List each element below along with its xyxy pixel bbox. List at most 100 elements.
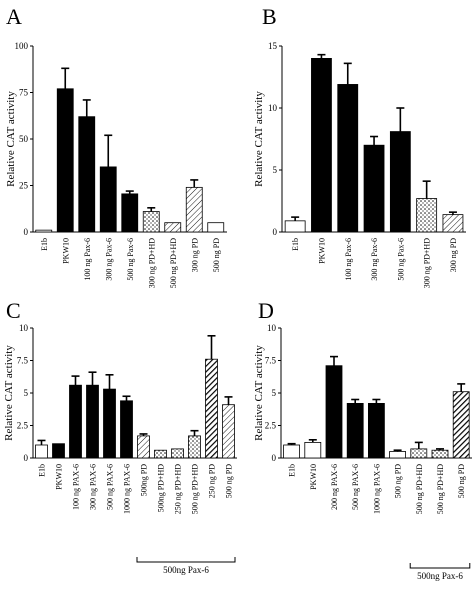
bar — [35, 229, 53, 233]
x-tick-label: PKW10 — [61, 238, 70, 264]
y-tick-label: 0 — [24, 453, 29, 463]
bar — [304, 441, 322, 459]
bar — [185, 186, 203, 233]
x-tick-label: 300 ng Pax-6 — [104, 238, 113, 281]
y-tick-label: 10 — [268, 103, 278, 113]
x-tick-label: E1b — [40, 238, 49, 251]
y-tick-label: 10 — [267, 323, 277, 333]
bar — [431, 449, 449, 459]
y-tick-label: 0 — [24, 227, 29, 237]
bar — [52, 443, 65, 459]
y-tick-label: 0 — [272, 453, 277, 463]
x-tick-label: 300 ng PD — [449, 238, 458, 272]
y-tick-label: 50 — [19, 134, 29, 144]
x-tick-label: 500 ng PD+HD — [169, 238, 178, 289]
bar — [207, 222, 225, 233]
bar — [389, 451, 407, 459]
x-tick-label: 100 ng Pax-6 — [83, 238, 92, 281]
x-tick-label: PKW10 — [55, 464, 64, 490]
bar — [205, 358, 218, 459]
bar — [283, 444, 301, 459]
x-tick-label: PKW10 — [309, 464, 318, 490]
bar — [363, 144, 385, 233]
x-tick-label: E1b — [291, 238, 300, 251]
group-bracket-label: 500ng Pax-6 — [163, 565, 209, 575]
y-axis-label-b: Relative CAT activity — [253, 91, 265, 187]
chart-panel-a: 0 25 50 75 100 Relative CAT activity E1b PKW10 1… — [5, 41, 227, 288]
bar — [284, 220, 306, 233]
y-tick-label: 2.5 — [17, 421, 29, 431]
x-tick-label: 300 ng PD — [190, 238, 199, 272]
bar — [69, 384, 82, 459]
x-tick-label: 1000 ng PAX-6 — [123, 464, 132, 514]
x-tick-label: 500ng PD — [140, 464, 149, 496]
y-tick-label: 10 — [19, 323, 29, 333]
bar — [346, 402, 364, 459]
bar — [171, 448, 184, 459]
x-tick-label: 300 ng PD+HD — [147, 238, 156, 289]
chart-panel-c: 0 2.5 5 7.5 10 Relative CAT activity E1b PKW10 1… — [3, 323, 237, 575]
bar — [103, 388, 116, 459]
x-tick-label: 250 ng PD — [208, 464, 217, 498]
chart-panel-b: 0 5 10 15 Relative CAT activity E1b PKW10 100 n… — [253, 41, 466, 288]
x-tick-label: 500 ng PD+HD — [191, 464, 200, 515]
bar — [442, 214, 464, 233]
y-tick-label: 7.5 — [17, 356, 29, 366]
y-tick-label: 5 — [273, 165, 278, 175]
bar — [389, 131, 411, 233]
x-tick-label: 500 ng PD — [225, 464, 234, 498]
x-tick-label: 500 ng PD+HD — [415, 464, 424, 515]
x-tick-label: 500 ng PAX-6 — [106, 464, 115, 510]
bar — [86, 384, 99, 459]
panel-letter-c: C — [6, 298, 21, 323]
x-tick-label: 200 ng PAX-6 — [330, 464, 339, 510]
x-tick-label: 300 ng Pax-6 — [370, 238, 379, 281]
x-tick-label: 500 ng PD+HD — [436, 464, 445, 515]
chart-panel-d: 0 2.5 5 7.5 10 Relative CAT activity E1b PKW10 2… — [253, 323, 472, 581]
y-axis-label-c: Relative CAT activity — [3, 345, 15, 441]
x-tick-label: 500 ng Pax-6 — [126, 238, 135, 281]
bar — [78, 116, 96, 233]
x-tick-label: PKW10 — [317, 238, 326, 264]
x-tick-label: 300 ng PD+HD — [423, 238, 432, 289]
y-tick-label: 25 — [19, 181, 29, 191]
y-tick-label: 0 — [273, 227, 278, 237]
x-tick-label: E1b — [288, 464, 297, 477]
y-tick-label: 5 — [24, 388, 29, 398]
y-axis-label-d: Relative CAT activity — [253, 345, 265, 441]
y-tick-label: 2.5 — [265, 421, 277, 431]
bar — [120, 400, 133, 459]
panel-letter-a: A — [6, 4, 22, 29]
x-tick-label: 250 ng PD+HD — [174, 464, 183, 515]
x-tick-label: 100 ng Pax-6 — [344, 238, 353, 281]
group-bracket-label: 500ng Pax-6 — [417, 571, 463, 581]
bar — [121, 193, 139, 233]
bar — [222, 404, 235, 459]
x-tick-label: 500 ng Pax-6 — [396, 238, 405, 281]
bar — [99, 166, 117, 233]
panel-letter-d: D — [258, 298, 274, 323]
x-tick-label: 500 ng PD — [394, 464, 403, 498]
bar — [367, 402, 385, 459]
y-tick-label: 100 — [15, 41, 29, 51]
bar — [311, 58, 332, 233]
bar — [325, 365, 343, 459]
y-tick-label: 15 — [268, 41, 278, 51]
x-tick-label: 1000 ng PAX-6 — [372, 464, 381, 514]
y-axis-label-a: Relative CAT activity — [5, 91, 17, 187]
bar — [337, 84, 359, 233]
bar — [164, 222, 182, 233]
group-bracket — [136, 557, 236, 563]
y-tick-label: 7.5 — [265, 356, 277, 366]
x-tick-label: 500 ng PD — [212, 238, 221, 272]
x-tick-label: 500ng PD+HD — [157, 464, 166, 513]
panel-letter-b: B — [262, 4, 277, 29]
y-tick-label: 75 — [19, 88, 29, 98]
bar — [154, 449, 167, 459]
x-tick-label: E1b — [38, 464, 47, 477]
y-tick-label: 5 — [272, 388, 277, 398]
x-tick-label: 100 ng PAX-6 — [72, 464, 81, 510]
bar — [410, 448, 428, 459]
bar — [56, 88, 74, 233]
